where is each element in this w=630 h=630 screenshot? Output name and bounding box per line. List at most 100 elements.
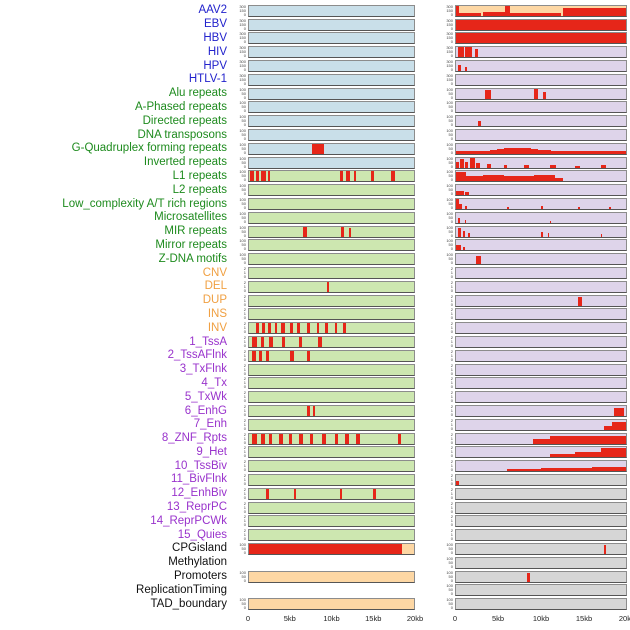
y-tick-label: 100 [446, 597, 453, 603]
signal-bar [476, 162, 480, 168]
track-panel-left [248, 322, 415, 335]
y-tick-label: 150 [239, 35, 246, 41]
y-tick-label: 150 [446, 21, 453, 27]
signal-bar [456, 162, 460, 168]
y-axis-ticks: 100 50 0 [439, 170, 455, 182]
y-tick-label: 300 [239, 59, 246, 65]
y-tick-label: 2 [450, 445, 453, 451]
y-tick-label: 50 [241, 545, 246, 551]
signal-bar [290, 350, 294, 361]
signal-bar [303, 226, 307, 237]
y-tick-label: 100 [239, 114, 246, 120]
y-tick-label: 100 [239, 86, 246, 92]
x-tick-label: 0 [452, 614, 458, 624]
tracks-rows: AAV2 300 150 0 300 150 0 EBV 300 150 0 300 150 0 HBV 30… [0, 4, 630, 611]
y-axis-ticks: 100 50 0 [439, 570, 455, 583]
signal-bar [464, 205, 467, 210]
y-tick-label: 1 [243, 270, 246, 276]
track-panel-right [455, 322, 627, 335]
signal-bar [252, 337, 258, 348]
y-axis-ticks: 300 150 0 [232, 72, 248, 86]
y-tick-label: 0 [450, 329, 453, 335]
row-label: L2 repeats [172, 183, 227, 196]
track-panel-left [248, 280, 415, 293]
y-tick-label: 1 [450, 435, 453, 441]
track-panel-right [455, 280, 627, 293]
track-panel-left [248, 184, 415, 197]
y-axis-ticks [232, 584, 248, 596]
y-tick-label: 0 [450, 80, 453, 86]
signal-bar [483, 150, 490, 154]
y-tick-label: 100 [446, 210, 453, 216]
track-row: DNA transposons 100 50 0 100 50 0 [0, 128, 630, 142]
y-tick-label: 0 [243, 122, 246, 128]
track-panel-right [455, 529, 627, 542]
track-panel-right [455, 211, 627, 224]
signal-bar [456, 481, 459, 485]
y-tick-label: 50 [241, 159, 246, 165]
y-tick-label: 150 [239, 49, 246, 55]
signal-bar [549, 436, 626, 444]
signal-bar [267, 171, 271, 182]
track-panel-right [455, 294, 627, 307]
y-axis-ticks: 100 50 0 [439, 224, 455, 238]
signal-bar [252, 433, 258, 444]
signal-bar [510, 147, 518, 154]
track-panel-left [248, 308, 415, 321]
y-tick-label: 0 [450, 260, 453, 266]
row-label: DEL [204, 280, 227, 293]
row-label: Microsatellites [154, 211, 227, 224]
y-tick-label: 0 [450, 108, 453, 114]
track-panel-left [248, 32, 415, 45]
y-tick-label: 100 [446, 224, 453, 230]
signal-bar [474, 48, 479, 58]
y-tick-label: 1 [450, 449, 453, 455]
y-tick-label: 2 [243, 472, 246, 478]
y-tick-label: 2 [243, 348, 246, 354]
signal-bar [255, 323, 259, 334]
y-tick-label: 2 [450, 390, 453, 396]
track-row: 15_Quies 2 1 0 2 1 0 [0, 528, 630, 542]
signal-bar [456, 190, 464, 196]
track-row: Mirror repeats 100 50 0 100 50 0 [0, 239, 630, 253]
y-tick-label: 0 [450, 53, 453, 59]
row-label: 14_ReprPCWk [150, 514, 227, 527]
signal-bar [605, 151, 613, 154]
y-tick-label: 50 [241, 173, 246, 179]
y-tick-label: 1 [450, 421, 453, 427]
signal-bar [469, 151, 477, 154]
track-panel-left [248, 115, 415, 128]
track-panel-left [248, 598, 415, 611]
signal-bar [456, 171, 467, 182]
y-axis-ticks: 300 150 0 [232, 32, 248, 44]
y-axis-ticks: 100 50 0 [439, 598, 455, 610]
row-label: Directed repeats [142, 114, 227, 127]
y-tick-label: 100 [446, 183, 453, 189]
y-tick-label: 100 [239, 210, 246, 216]
signal-bar [465, 192, 469, 196]
track-row: Z-DNA motifs 100 50 0 100 50 0 [0, 252, 630, 266]
track-row: L1 repeats 100 50 0 100 50 0 [0, 170, 630, 184]
signal-bar [503, 148, 511, 154]
track-panel-right [455, 487, 627, 500]
y-tick-label: 100 [446, 169, 453, 175]
signal-bar [462, 150, 470, 154]
y-tick-label: 0 [243, 605, 246, 611]
y-tick-label: 1 [450, 366, 453, 372]
y-tick-label: 50 [448, 545, 453, 551]
y-tick-label: 300 [239, 72, 246, 78]
y-tick-label: 0 [243, 260, 246, 266]
signal-bar [282, 337, 286, 348]
signal-bar [496, 149, 504, 154]
track-row: 13_ReprPC 2 1 0 2 1 0 [0, 501, 630, 515]
track-panel-right [455, 542, 627, 555]
signal-bar [524, 148, 531, 154]
x-axis-right: 0 5kb 10kb 15kb 20kb [452, 612, 630, 627]
y-tick-label: 50 [448, 256, 453, 262]
y-tick-label: 50 [241, 214, 246, 220]
y-tick-label: 0 [243, 398, 246, 404]
